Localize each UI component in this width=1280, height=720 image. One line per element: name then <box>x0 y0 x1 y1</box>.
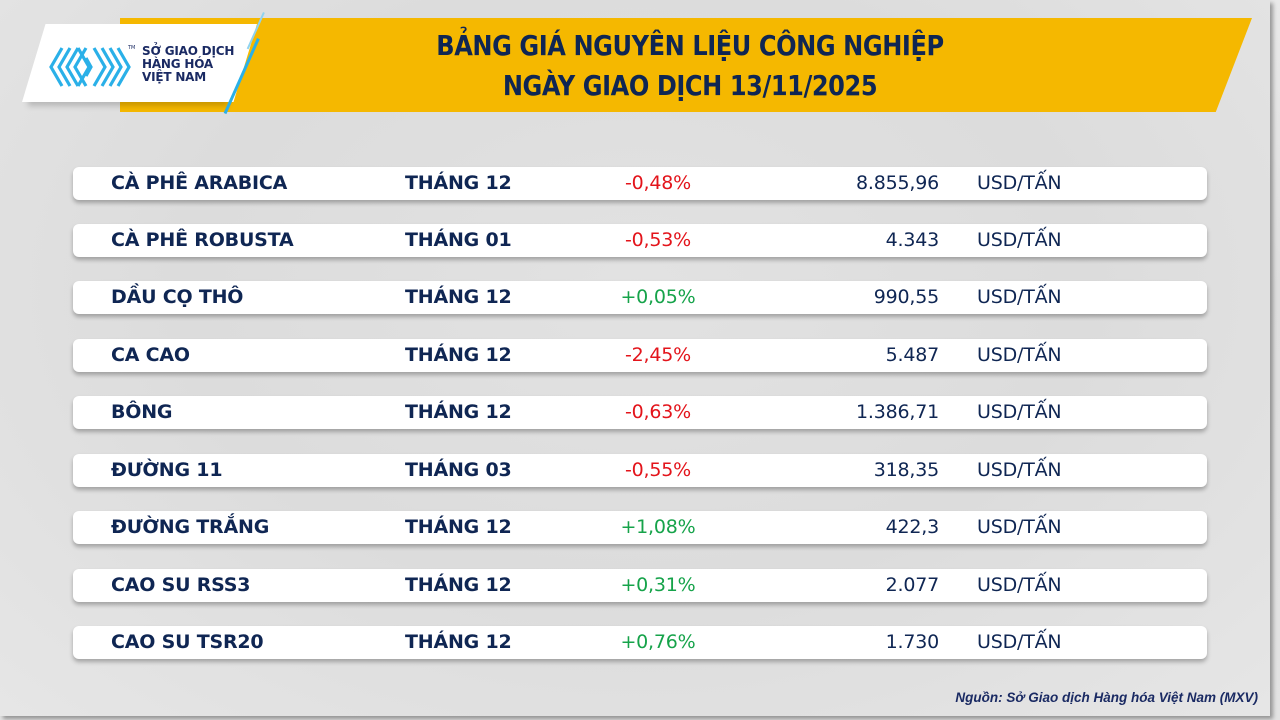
unit: USD/TẤN <box>977 401 1062 423</box>
trademark-mark: TM <box>128 45 136 51</box>
mxv-logo-icon <box>49 47 131 87</box>
change-percent: +0,05% <box>620 286 696 308</box>
price: 1.730 <box>885 631 940 653</box>
contract-month: THÁNG 12 <box>405 401 512 423</box>
change-percent: +0,31% <box>620 574 696 596</box>
commodity-name: BÔNG <box>111 401 173 423</box>
unit: USD/TẤN <box>977 344 1062 366</box>
commodity-name: CÀ PHÊ ARABICA <box>111 172 288 194</box>
logo-line-3: VIỆT NAM <box>142 70 206 84</box>
unit: USD/TẤN <box>977 516 1062 538</box>
change-percent: -2,45% <box>624 344 691 366</box>
unit: USD/TẤN <box>977 229 1062 251</box>
table-row: CÀ PHÊ ARABICA THÁNG 12 -0,48% 8.855,96 … <box>73 167 1207 200</box>
table-row: CAO SU TSR20 THÁNG 12 +0,76% 1.730 USD/T… <box>73 626 1207 659</box>
contract-month: THÁNG 12 <box>405 516 512 538</box>
table-row: BÔNG THÁNG 12 -0,63% 1.386,71 USD/TẤN <box>73 396 1207 429</box>
table-row: CÀ PHÊ ROBUSTA THÁNG 01 -0,53% 4.343 USD… <box>73 224 1207 257</box>
change-percent: -0,55% <box>624 459 691 481</box>
table-row: CA CAO THÁNG 12 -2,45% 5.487 USD/TẤN <box>73 339 1207 372</box>
contract-month: THÁNG 12 <box>405 344 512 366</box>
price: 422,3 <box>885 516 940 538</box>
title-line-2: NGÀY GIAO DỊCH 13/11/2025 <box>502 69 878 102</box>
contract-month: THÁNG 12 <box>405 172 512 194</box>
change-percent: +1,08% <box>620 516 696 538</box>
unit: USD/TẤN <box>977 172 1062 194</box>
unit: USD/TẤN <box>977 574 1062 596</box>
price: 318,35 <box>873 459 939 481</box>
source-note: Nguồn: Sở Giao dịch Hàng hóa Việt Nam (M… <box>955 690 1258 705</box>
price: 990,55 <box>873 286 939 308</box>
unit: USD/TẤN <box>977 631 1062 653</box>
commodity-name: ĐƯỜNG TRẮNG <box>111 516 270 538</box>
unit: USD/TẤN <box>977 459 1062 481</box>
change-percent: -0,63% <box>624 401 691 423</box>
page-title: BẢNG GIÁ NGUYÊN LIỆU CÔNG NGHIỆP NGÀY GI… <box>355 26 1026 106</box>
table-row: ĐƯỜNG TRẮNG THÁNG 12 +1,08% 422,3 USD/TẤ… <box>73 511 1207 544</box>
commodity-name: CAO SU TSR20 <box>111 631 264 653</box>
contract-month: THÁNG 12 <box>405 631 512 653</box>
contract-month: THÁNG 12 <box>405 574 512 596</box>
logo-line-1: SỞ GIAO DỊCH <box>142 44 235 58</box>
price: 8.855,96 <box>855 172 939 194</box>
logo-line-2: HÀNG HÓA <box>142 57 214 71</box>
table-row: DẦU CỌ THÔ THÁNG 12 +0,05% 990,55 USD/TẤ… <box>73 281 1207 314</box>
commodity-name: CAO SU RSS3 <box>111 574 251 596</box>
contract-month: THÁNG 12 <box>405 286 512 308</box>
commodity-name: CÀ PHÊ ROBUSTA <box>111 229 294 251</box>
change-percent: -0,48% <box>624 172 691 194</box>
title-line-1: BẢNG GIÁ NGUYÊN LIỆU CÔNG NGHIỆP <box>436 29 944 62</box>
price: 1.386,71 <box>855 401 939 423</box>
change-percent: +0,76% <box>620 631 696 653</box>
contract-month: THÁNG 03 <box>405 459 512 481</box>
unit: USD/TẤN <box>977 286 1062 308</box>
table-row: ĐƯỜNG 11 THÁNG 03 -0,55% 318,35 USD/TẤN <box>73 454 1207 487</box>
contract-month: THÁNG 01 <box>405 229 512 251</box>
logo-text: SỞ GIAO DỊCH HÀNG HÓA VIỆT NAM <box>142 45 234 84</box>
commodity-name: CA CAO <box>111 344 190 366</box>
change-percent: -0,53% <box>624 229 691 251</box>
commodity-name: ĐƯỜNG 11 <box>111 459 223 481</box>
commodity-name: DẦU CỌ THÔ <box>111 286 244 308</box>
price: 2.077 <box>885 574 940 596</box>
title-banner <box>120 18 1252 112</box>
price: 5.487 <box>885 344 940 366</box>
price: 4.343 <box>885 229 940 251</box>
table-row: CAO SU RSS3 THÁNG 12 +0,31% 2.077 USD/TẤ… <box>73 569 1207 602</box>
